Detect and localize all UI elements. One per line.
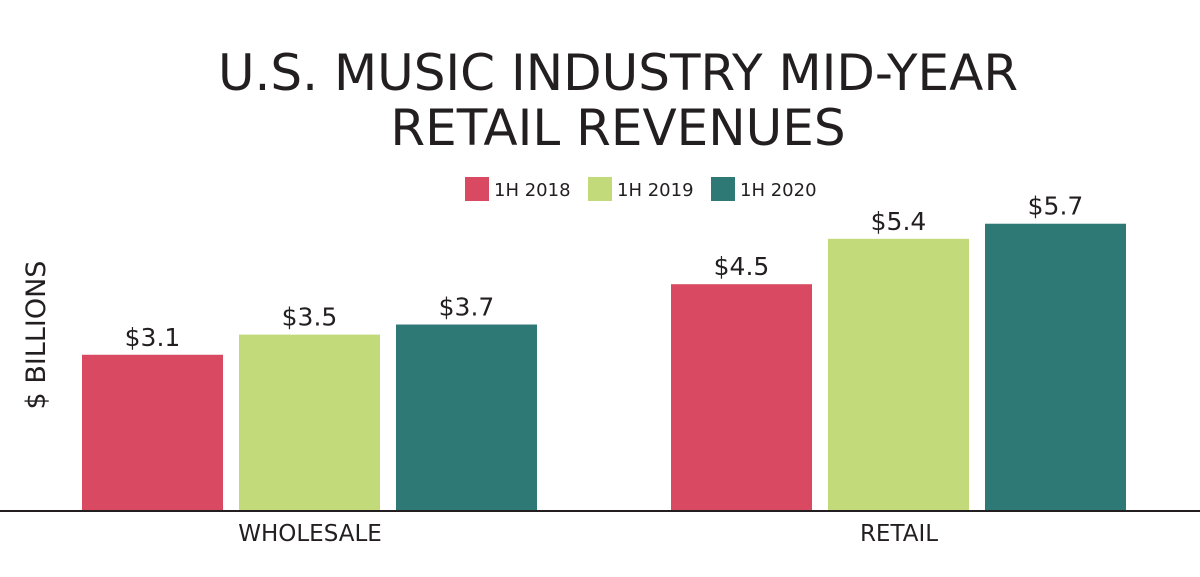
bar-wholesale-1h-2018: [82, 354, 223, 511]
legend-label-1h-2019: 1H 2019: [617, 180, 694, 201]
category-labels: WHOLESALE RETAIL: [238, 521, 938, 547]
legend-swatch-1h-2020: [711, 177, 735, 201]
legend: 1H 2018 1H 2019 1H 2020: [465, 177, 817, 201]
value-label-wholesale-1h-2018: $3.1: [125, 323, 181, 352]
bar-retail-1h-2018: [671, 284, 812, 511]
bars-group: [82, 223, 1126, 511]
category-label-wholesale: WHOLESALE: [238, 521, 382, 547]
chart-title-line-1: U.S. MUSIC INDUSTRY MID-YEAR: [218, 44, 1018, 102]
value-label-retail-1h-2018: $4.5: [714, 252, 770, 281]
chart-title: U.S. MUSIC INDUSTRY MID-YEAR RETAIL REVE…: [218, 44, 1018, 157]
category-label-retail: RETAIL: [860, 521, 938, 547]
bar-wholesale-1h-2019: [239, 334, 380, 511]
legend-swatch-1h-2019: [588, 177, 612, 201]
value-label-retail-1h-2020: $5.7: [1028, 192, 1084, 221]
bar-retail-1h-2020: [985, 223, 1126, 511]
chart-title-line-2: RETAIL REVENUES: [390, 99, 845, 157]
legend-label-1h-2020: 1H 2020: [740, 180, 817, 201]
y-axis-label: $ BILLIONS: [21, 261, 52, 410]
value-label-wholesale-1h-2019: $3.5: [282, 303, 338, 332]
bar-wholesale-1h-2020: [396, 324, 537, 511]
legend-swatch-1h-2018: [465, 177, 489, 201]
value-label-retail-1h-2019: $5.4: [871, 207, 927, 236]
legend-label-1h-2018: 1H 2018: [494, 180, 571, 201]
value-label-wholesale-1h-2020: $3.7: [439, 293, 495, 322]
bar-retail-1h-2019: [828, 238, 969, 511]
value-labels-group: $3.1 $3.5 $3.7 $4.5 $5.4 $5.7: [125, 192, 1084, 352]
